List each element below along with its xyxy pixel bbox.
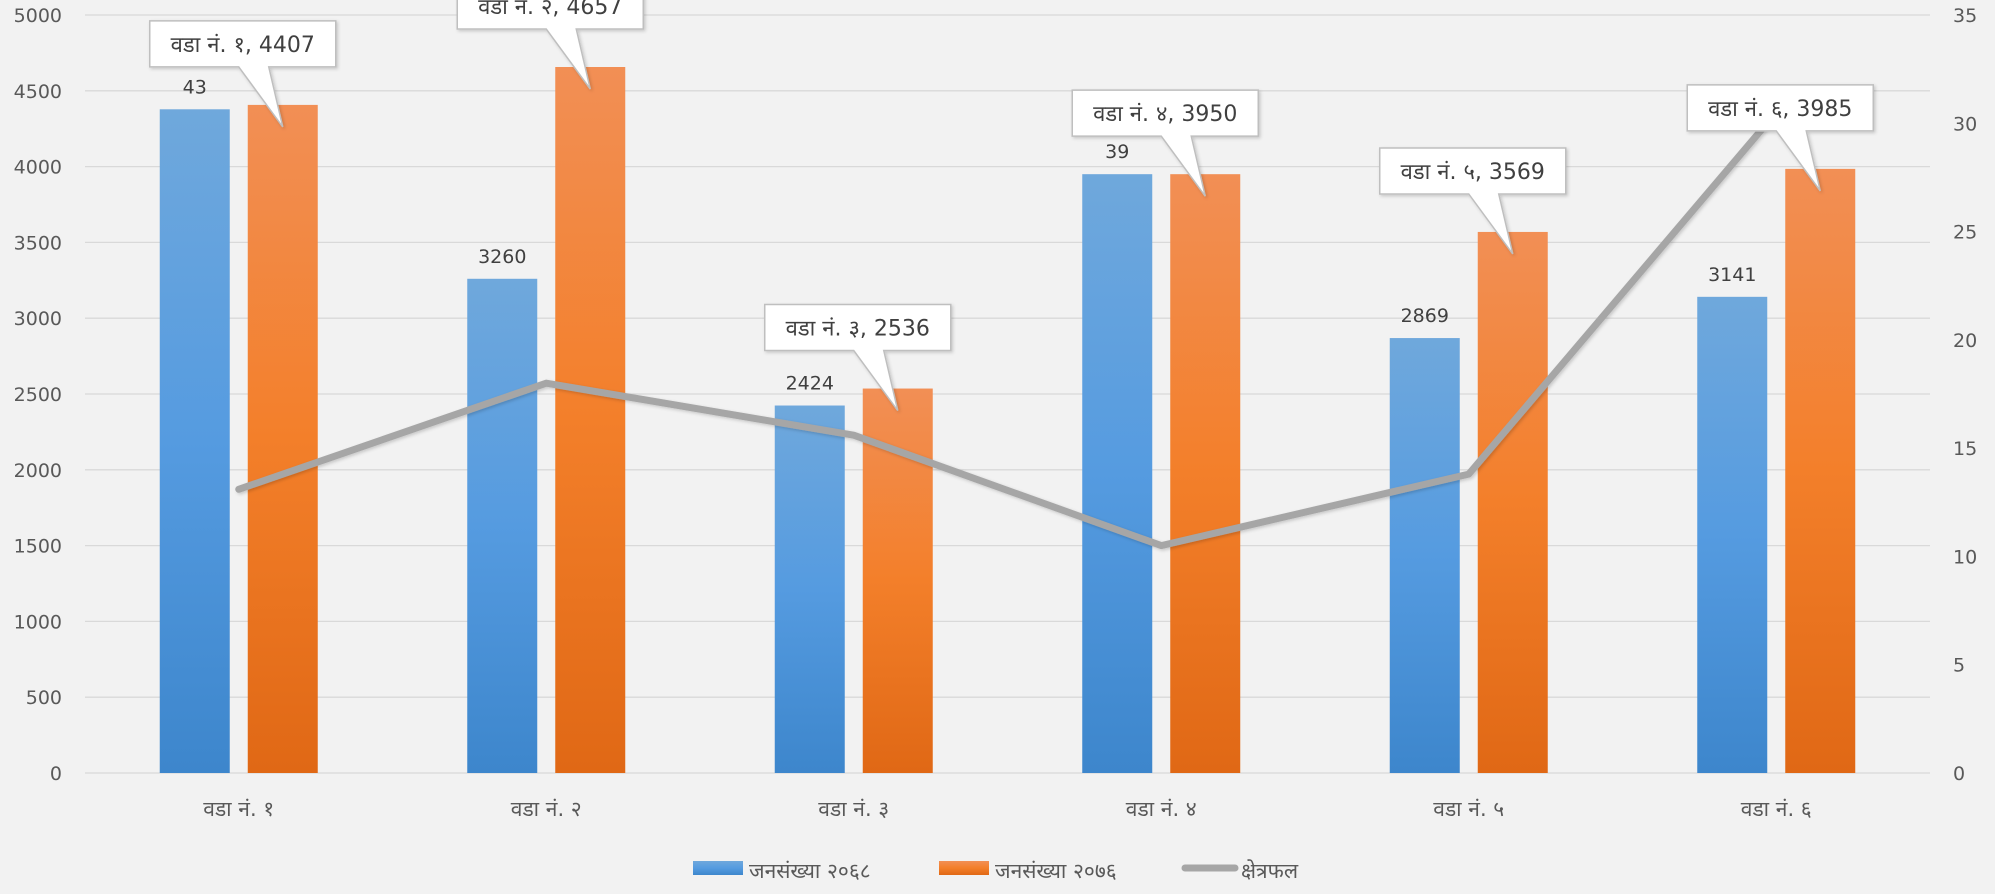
y-right-tick-label: 20: [1953, 330, 1977, 352]
x-tick-label: वडा नं. १: [203, 797, 274, 821]
bar: [1477, 231, 1548, 774]
y-left-tick-label: 1500: [14, 536, 62, 558]
bar-data-label: 2869: [1401, 305, 1449, 327]
line-series: [235, 108, 1780, 550]
bar-data-label: 2424: [786, 373, 834, 395]
legend: जनसंख्या २०६८ जनसंख्या २०७६ क्षेत्रफल: [693, 859, 1299, 883]
bar: [1389, 338, 1460, 773]
bar: [159, 109, 230, 774]
bar-data-label: 39: [1105, 141, 1129, 163]
bar: [1082, 174, 1153, 773]
callout-box: [149, 20, 337, 128]
y-left-tick-label: 500: [26, 687, 62, 709]
callout-label: वडा नं. ३, 2536: [786, 317, 930, 342]
y-right-tick-label: 0: [1953, 763, 1965, 785]
bar: [467, 278, 538, 773]
legend-swatch: [693, 861, 743, 875]
y-right-tick-label: 5: [1953, 655, 1965, 677]
callout-label: वडा नं. ५, 3569: [1401, 160, 1545, 185]
callout-box: [1686, 84, 1874, 192]
y-left-tick-label: 4500: [14, 81, 62, 103]
callout-box: [1379, 147, 1567, 255]
y-left-tick-label: 3500: [14, 232, 62, 254]
y-left-tick-label: 2500: [14, 384, 62, 406]
bar-data-label: 3260: [478, 246, 526, 268]
y-left-tick-label: 2000: [14, 460, 62, 482]
bar-data-label: 43: [183, 76, 207, 98]
legend-swatch: [939, 861, 989, 875]
callout-box: [764, 303, 952, 411]
bar: [247, 104, 318, 773]
y-left-tick-label: 3000: [14, 308, 62, 330]
y-left-tick-label: 5000: [14, 5, 62, 27]
bar: [1697, 296, 1768, 773]
callout-label: वडा नं. ६, 3985: [1708, 97, 1852, 122]
bar-data-label: 3141: [1708, 264, 1756, 286]
callout-label: वडा नं. २, 4657: [478, 0, 622, 20]
bar: [862, 388, 933, 773]
y-left-tick-label: 0: [50, 763, 62, 785]
x-tick-label: वडा नं. २: [511, 797, 582, 821]
legend-label: क्षेत्रफल: [1241, 859, 1299, 883]
legend-label: जनसंख्या २०६८: [749, 859, 871, 883]
callout-box: [456, 0, 644, 90]
y-right-tick-label: 25: [1953, 222, 1977, 244]
y-right-tick-label: 10: [1953, 546, 1977, 568]
callout-label: वडा नं. ४, 3950: [1093, 102, 1237, 127]
bar: [1170, 174, 1241, 773]
bars: [159, 66, 1856, 774]
bar: [555, 66, 626, 774]
y-right-tick-label: 30: [1953, 113, 1977, 135]
gridlines: [85, 14, 1930, 774]
area-line: [235, 108, 1780, 550]
bar: [774, 405, 845, 773]
x-tick-label: वडा नं. ६: [1741, 797, 1812, 821]
data-labels: 43 3260 2424 39 2869 3141: [183, 76, 1757, 394]
legend-label: जनसंख्या २०७६: [995, 859, 1117, 883]
callout-box: [1071, 89, 1259, 197]
y-right-tick-label: 15: [1953, 438, 1977, 460]
callout-label: वडा नं. १, 4407: [171, 33, 315, 58]
y-right-tick-label: 35: [1953, 5, 1977, 27]
y-left-tick-label: 1000: [14, 611, 62, 633]
x-tick-label: वडा नं. ५: [1433, 797, 1504, 821]
x-tick-label: वडा नं. ४: [1126, 797, 1197, 821]
x-tick-label: वडा नं. ३: [818, 797, 889, 821]
axes: 0 500 1000 1500 2000 2500 3000 3500 4000 4500 5000…: [14, 5, 1978, 821]
y-left-tick-label: 4000: [14, 157, 62, 179]
callouts: वडा नं. १, 4407 वडा नं. २, 4657 वडा नं. ३,…: [149, 0, 1874, 411]
bar: [1785, 168, 1856, 773]
